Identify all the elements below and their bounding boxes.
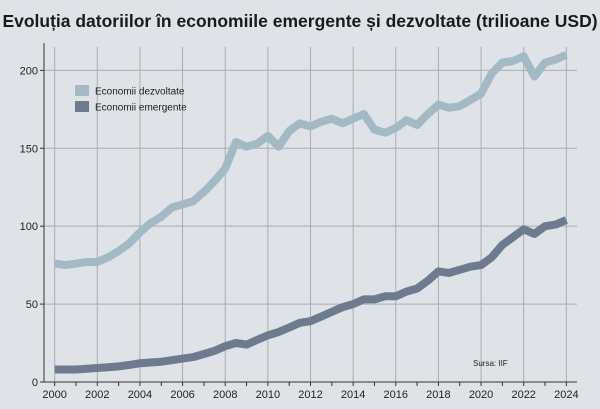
- legend-label-emerging: Economii emergente: [95, 103, 187, 114]
- x-tick-label: 2002: [85, 389, 109, 401]
- series-line-emerging: [54, 216, 568, 374]
- x-tick-label: 2008: [213, 389, 237, 401]
- source-note: Sursa: IIF: [473, 359, 508, 368]
- y-tick-label: 50: [26, 299, 38, 311]
- y-tick-label: 150: [20, 143, 38, 155]
- series-line-developed: [54, 51, 568, 270]
- series-lines: [54, 51, 568, 374]
- x-tick-label: 2012: [298, 389, 322, 401]
- x-tick-label: 2010: [256, 389, 280, 401]
- x-tick-label: 2000: [42, 389, 66, 401]
- legend-swatch-developed: [75, 85, 89, 96]
- x-tick-label: 2004: [128, 389, 152, 401]
- legend: Economii dezvoltate Economii emergente: [75, 85, 187, 114]
- x-tick-label: 2016: [384, 389, 408, 401]
- y-tick-label: 100: [20, 221, 38, 233]
- x-tick-label: 2018: [426, 389, 450, 401]
- chart-title: Evoluția datoriilor în economiile emerge…: [2, 11, 597, 31]
- y-tick-label: 0: [32, 377, 38, 389]
- x-tick-label: 2006: [170, 389, 194, 401]
- axes: 0 50 100 150 200 2000 2002 2004 2006 2008 2010 2012…: [20, 43, 579, 401]
- y-tick-label: 200: [20, 65, 38, 77]
- x-tick-label: 2022: [511, 389, 535, 401]
- legend-swatch-emerging: [75, 101, 89, 112]
- legend-label-developed: Economii dezvoltate: [95, 87, 185, 98]
- x-tick-label: 2024: [554, 389, 578, 401]
- x-tick-label: 2014: [341, 389, 365, 401]
- x-tick-label: 2020: [469, 389, 493, 401]
